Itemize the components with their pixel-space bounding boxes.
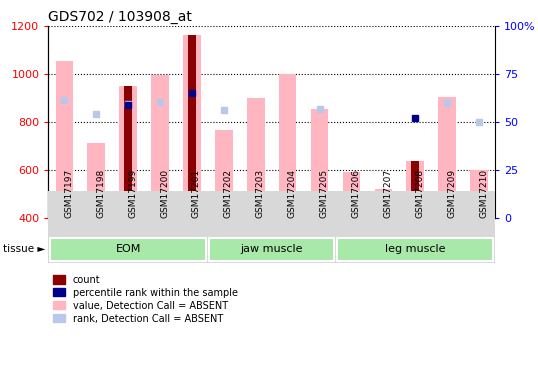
Bar	[470, 170, 488, 217]
Text: GSM17200: GSM17200	[160, 169, 169, 218]
Text: GSM17197: GSM17197	[65, 169, 73, 218]
Bar	[183, 34, 201, 218]
Bar	[188, 34, 196, 218]
Bar	[151, 75, 169, 217]
Text: tissue ►: tissue ►	[3, 244, 45, 254]
Bar	[209, 238, 334, 261]
Bar	[88, 143, 105, 218]
Bar	[343, 172, 360, 217]
Legend: count, percentile rank within the sample, value, Detection Call = ABSENT, rank, : count, percentile rank within the sample…	[53, 275, 238, 324]
Text: GSM17204: GSM17204	[288, 169, 296, 218]
Text: jaw muscle: jaw muscle	[240, 244, 303, 254]
Bar	[438, 97, 456, 218]
Bar	[55, 61, 73, 217]
Bar	[119, 86, 137, 218]
Text: leg muscle: leg muscle	[385, 244, 445, 254]
Text: GSM17208: GSM17208	[415, 169, 424, 218]
Text: GSM17201: GSM17201	[192, 169, 201, 218]
Bar	[124, 86, 132, 218]
Text: EOM: EOM	[116, 244, 141, 254]
Text: GSM17199: GSM17199	[128, 169, 137, 218]
Text: GSM17203: GSM17203	[256, 169, 265, 218]
Bar	[247, 98, 265, 218]
Text: GSM17198: GSM17198	[96, 169, 105, 218]
Text: GSM17207: GSM17207	[383, 169, 392, 218]
Text: GSM17202: GSM17202	[224, 169, 233, 218]
Bar	[279, 74, 296, 217]
Text: GSM17209: GSM17209	[447, 169, 456, 218]
Bar	[50, 238, 206, 261]
Text: GSM17205: GSM17205	[320, 169, 329, 218]
Bar	[411, 161, 419, 218]
Bar	[215, 130, 232, 218]
Bar	[406, 161, 424, 218]
Text: GDS702 / 103908_at: GDS702 / 103908_at	[48, 10, 192, 24]
Text: GSM17206: GSM17206	[351, 169, 360, 218]
Bar	[374, 189, 392, 217]
Text: GSM17210: GSM17210	[479, 169, 488, 218]
Bar	[311, 109, 328, 217]
Bar	[337, 238, 493, 261]
